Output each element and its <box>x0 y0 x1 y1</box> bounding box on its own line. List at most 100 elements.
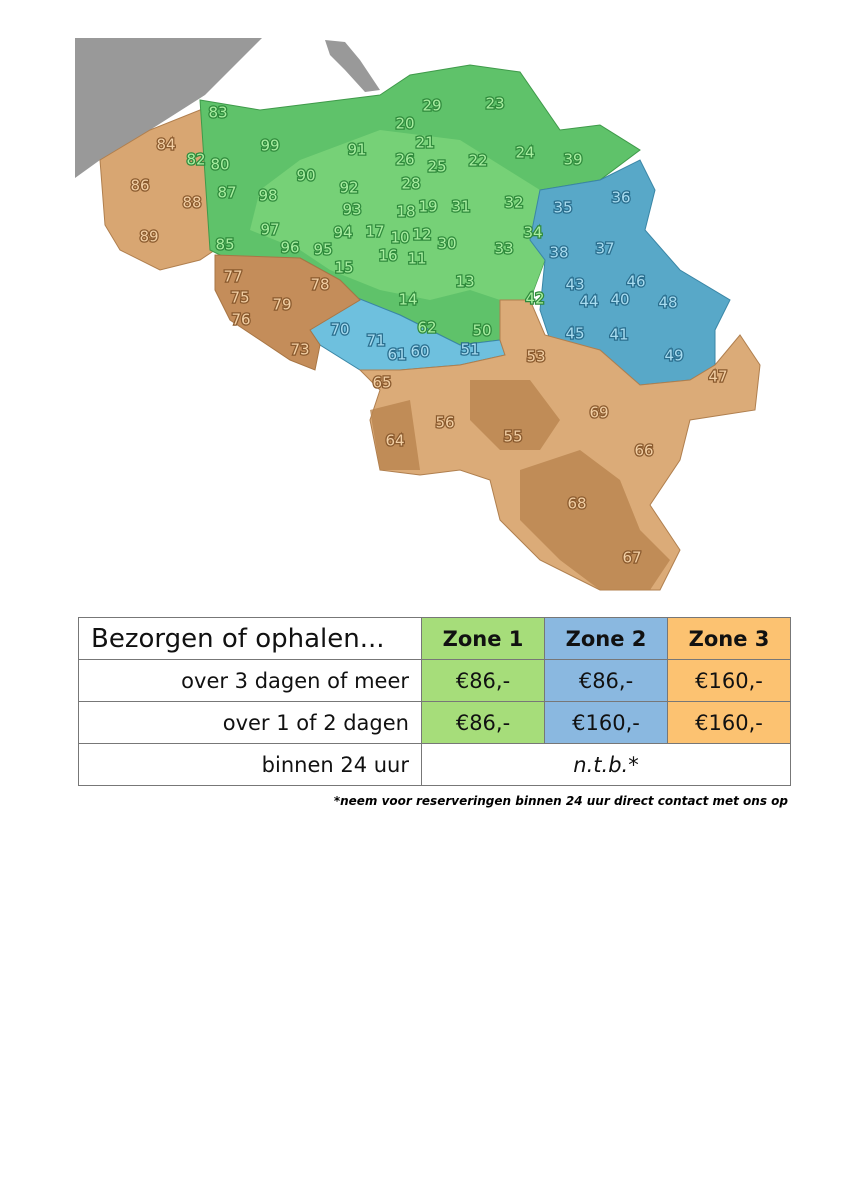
region-label: 89 <box>139 228 158 246</box>
region-label: 12 <box>412 226 431 244</box>
region-label: 88 <box>182 194 201 212</box>
region-label: 93 <box>342 201 361 219</box>
region-label: 42 <box>525 290 544 308</box>
region-label: 36 <box>611 189 630 207</box>
price: €160,- <box>667 659 791 702</box>
zone-header: Zone 3 <box>667 617 791 660</box>
region-label: 69 <box>589 404 608 422</box>
header-row: Bezorgen of ophalen... Zone 1 Zone 2 Zon… <box>78 617 791 660</box>
region-label: 83 <box>208 104 227 122</box>
region-label: 35 <box>553 199 572 217</box>
region-label: 28 <box>401 175 420 193</box>
region-label: 68 <box>567 495 586 513</box>
price: €86,- <box>544 659 668 702</box>
region-label: 40 <box>610 291 629 309</box>
region-label: 17 <box>365 223 384 241</box>
region-label: 65 <box>372 374 391 392</box>
region-label: 19 <box>418 198 437 216</box>
price: €86,- <box>421 659 545 702</box>
region-label: 98 <box>258 187 277 205</box>
region-label: 32 <box>504 194 523 212</box>
region-label: 11 <box>407 250 426 268</box>
region-label: 44 <box>579 293 598 311</box>
region-label: 50 <box>472 322 491 340</box>
region-label: 56 <box>435 414 454 432</box>
region-label: 62 <box>417 319 436 337</box>
region-label: 60 <box>410 343 429 361</box>
price: €160,- <box>667 701 791 744</box>
region-label: 91 <box>347 141 366 159</box>
region-label: 39 <box>563 151 582 169</box>
region-label: 13 <box>455 273 474 291</box>
region-label: 24 <box>515 144 534 162</box>
region-label: 76 <box>231 311 250 329</box>
header-label: Bezorgen of ophalen... <box>78 617 422 660</box>
region-label: 70 <box>330 321 349 339</box>
region-label: 53 <box>526 348 545 366</box>
price: €160,- <box>544 701 668 744</box>
row: binnen 24 uur n.t.b.* <box>78 743 791 786</box>
region-label: 51 <box>460 341 479 359</box>
region-label: 99 <box>260 137 279 155</box>
region-label: 26 <box>395 151 414 169</box>
region-label: 61 <box>387 346 406 364</box>
region-label: 80 <box>210 156 229 174</box>
region-label: 90 <box>296 167 315 185</box>
region-label: 95 <box>313 241 332 259</box>
region-label: 14 <box>398 291 417 309</box>
region-label: 46 <box>626 273 645 291</box>
price-table: Bezorgen of ophalen... Zone 1 Zone 2 Zon… <box>78 617 791 786</box>
region-label: 49 <box>664 347 683 365</box>
region-label: 43 <box>565 276 584 294</box>
region-label: 67 <box>622 549 641 567</box>
footnote: *neem voor reserveringen binnen 24 uur d… <box>333 794 788 808</box>
zone-3-west <box>99 107 216 271</box>
row: over 3 dagen of meer €86,- €86,- €160,- <box>78 659 791 702</box>
region-label: 77 <box>223 268 242 286</box>
region-label: 31 <box>451 198 470 216</box>
region-label: 75 <box>230 289 249 307</box>
price: €86,- <box>421 701 545 744</box>
region-label: 96 <box>280 239 299 257</box>
row-label: over 1 of 2 dagen <box>78 701 422 744</box>
region-label: 34 <box>523 224 542 242</box>
region-label: 21 <box>415 134 434 152</box>
region-label: 64 <box>385 432 404 450</box>
region-label: 92 <box>339 179 358 197</box>
region-label: 30 <box>437 235 456 253</box>
region-label: 85 <box>215 236 234 254</box>
region-label: 73 <box>290 341 309 359</box>
sea <box>75 38 380 178</box>
region-label: 22 <box>468 152 487 170</box>
region-label: 18 <box>396 203 415 221</box>
price: n.t.b.* <box>421 743 791 786</box>
region-label: 87 <box>217 184 236 202</box>
zone-header: Zone 1 <box>421 617 545 660</box>
region-label: 48 <box>658 294 677 312</box>
region-label: 71 <box>366 332 385 350</box>
region-label: 82 <box>186 151 205 169</box>
region-label: 79 <box>272 296 291 314</box>
row-label: binnen 24 uur <box>78 743 422 786</box>
row: over 1 of 2 dagen €86,- €160,- €160,- <box>78 701 791 744</box>
region-label: 94 <box>333 224 352 242</box>
row-label: over 3 dagen of meer <box>78 659 422 702</box>
region-label: 97 <box>260 221 279 239</box>
region-label: 47 <box>708 368 727 386</box>
region-label: 38 <box>549 244 568 262</box>
zone-3-dark <box>370 380 670 590</box>
region-label: 78 <box>310 276 329 294</box>
region-label: 10 <box>390 229 409 247</box>
region-label: 86 <box>130 177 149 195</box>
region-label: 55 <box>503 428 522 446</box>
zone-header: Zone 2 <box>544 617 668 660</box>
zone-1-light <box>250 130 545 300</box>
zone-3-south <box>358 299 761 591</box>
region-label: 23 <box>485 95 504 113</box>
zone-3-mid <box>214 254 361 371</box>
region-label: 66 <box>634 442 653 460</box>
region-label: 25 <box>427 158 446 176</box>
region-label: 33 <box>494 240 513 258</box>
